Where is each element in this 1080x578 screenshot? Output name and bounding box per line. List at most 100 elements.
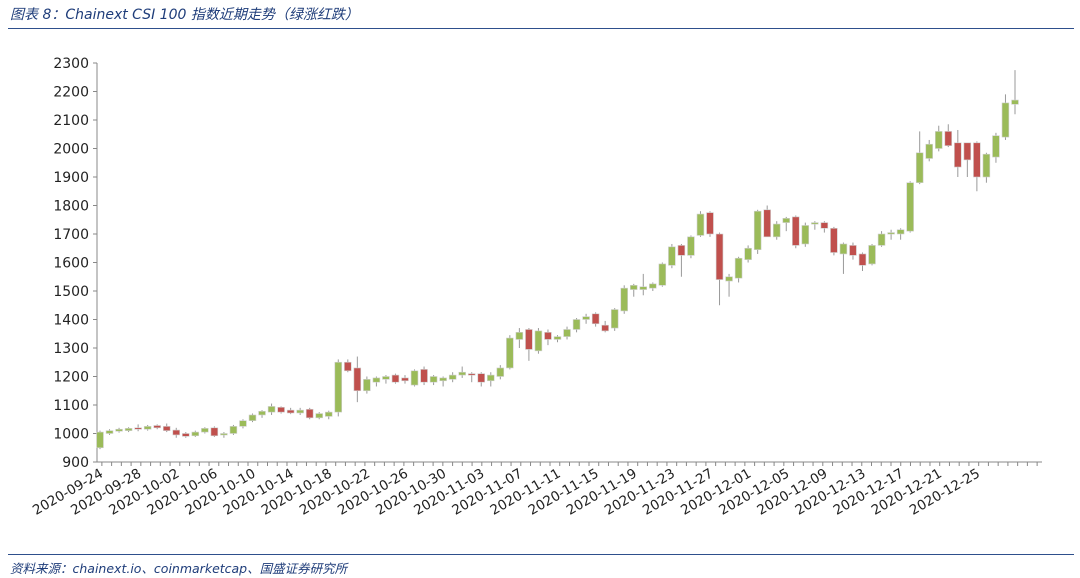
y-tick-label: 2100: [53, 113, 89, 129]
candle-body: [553, 336, 562, 340]
candle-body: [963, 142, 972, 161]
candle-body: [467, 373, 476, 376]
y-tick-label: 1200: [53, 370, 89, 386]
y-tick-label: 2200: [53, 85, 89, 101]
y-tick-label: 2300: [53, 56, 89, 72]
y-tick-label: 1600: [53, 256, 89, 272]
candle-body: [134, 427, 142, 430]
candle-body: [458, 371, 466, 376]
candle-body: [391, 374, 400, 383]
candle-body: [935, 131, 943, 149]
candle-body: [534, 330, 543, 352]
candle-body: [1001, 102, 1010, 138]
source-note: 资料来源：chainext.io、coinmarketcap、国盛证券研究所: [10, 561, 348, 576]
candle-body: [973, 142, 981, 178]
bottom-divider: [8, 554, 1074, 555]
candle-body: [896, 229, 905, 235]
candle-body: [277, 406, 285, 413]
candle-body: [601, 324, 609, 332]
candle-body: [782, 218, 790, 223]
candle-body: [839, 243, 848, 255]
candle-body: [734, 257, 743, 279]
candle-body: [506, 337, 514, 369]
candle-body: [639, 286, 648, 290]
candle-body: [696, 213, 705, 236]
candle-body: [296, 409, 304, 414]
candle-body: [353, 367, 362, 392]
candle-body: [115, 428, 123, 432]
candle-body: [925, 143, 933, 159]
y-tick-label: 1800: [53, 199, 89, 215]
candle-body: [96, 431, 104, 449]
candle-body: [915, 152, 924, 183]
candle-body: [286, 409, 295, 414]
candle-body: [544, 332, 552, 340]
candle-body: [239, 420, 247, 427]
chart-axes: [96, 63, 1042, 463]
candle-body: [792, 216, 800, 246]
candle-body: [582, 316, 590, 320]
candle-body: [258, 410, 266, 416]
candle-body: [620, 287, 628, 312]
candle-body: [610, 309, 619, 329]
candle-body: [820, 222, 829, 229]
candle-body: [334, 361, 343, 413]
top-divider: [8, 28, 1074, 29]
candle-body: [201, 428, 209, 433]
candle-body: [877, 233, 886, 246]
candle-body: [868, 245, 876, 265]
candle-body: [906, 182, 914, 232]
candle-body: [830, 228, 838, 253]
y-axis-ticks: 900 1000 1100 1200 1300 1400 1500 1600 1700 1800 1…: [53, 56, 97, 471]
candle-body: [162, 426, 171, 431]
y-tick-label: 1000: [53, 427, 89, 443]
candle-body: [753, 210, 762, 250]
candle-body: [420, 369, 428, 383]
x-axis-ticks: 2020-09-242020-09-282020-10-022020-10-06…: [30, 462, 1038, 519]
candle-body: [982, 153, 991, 178]
candle-body: [801, 225, 810, 245]
candle-body: [448, 374, 457, 380]
candle-body: [858, 253, 867, 266]
candle-body: [143, 426, 152, 430]
candle-body: [630, 284, 638, 290]
candle-body: [325, 411, 333, 417]
y-tick-label: 1100: [53, 398, 89, 414]
candle-body: [372, 377, 381, 383]
candle-body: [382, 376, 390, 380]
candle-body: [715, 233, 724, 280]
candle-body: [572, 319, 581, 330]
candle-body: [944, 131, 953, 146]
candle-body: [725, 276, 733, 282]
y-tick-label: 1900: [53, 170, 89, 186]
candle-body: [649, 283, 657, 289]
candle-body: [220, 433, 228, 436]
candle-body: [887, 232, 895, 235]
candle-body: [363, 379, 371, 392]
y-tick-label: 1300: [53, 341, 89, 357]
candle-body: [191, 431, 200, 437]
candle-body: [563, 329, 571, 337]
candle-body: [706, 212, 714, 235]
candle-body: [172, 429, 180, 436]
candle-body: [477, 373, 485, 383]
candle-body: [954, 142, 962, 168]
candle-body: [429, 376, 438, 383]
y-tick-label: 1500: [53, 284, 89, 300]
candle-body: [525, 329, 533, 350]
candle-body: [677, 245, 686, 256]
candle-body: [182, 433, 190, 437]
candle-body: [267, 406, 276, 413]
y-tick-label: 1700: [53, 227, 89, 243]
candle-body: [992, 135, 1000, 158]
candle-body: [658, 263, 667, 286]
candle-body: [315, 413, 323, 419]
y-tick-label: 1400: [53, 313, 89, 329]
candle-body: [744, 247, 752, 260]
candle-body: [1011, 99, 1019, 105]
candle-body: [439, 377, 447, 382]
candles: [96, 70, 1019, 450]
candle-body: [229, 426, 238, 434]
candle-body: [772, 223, 781, 238]
